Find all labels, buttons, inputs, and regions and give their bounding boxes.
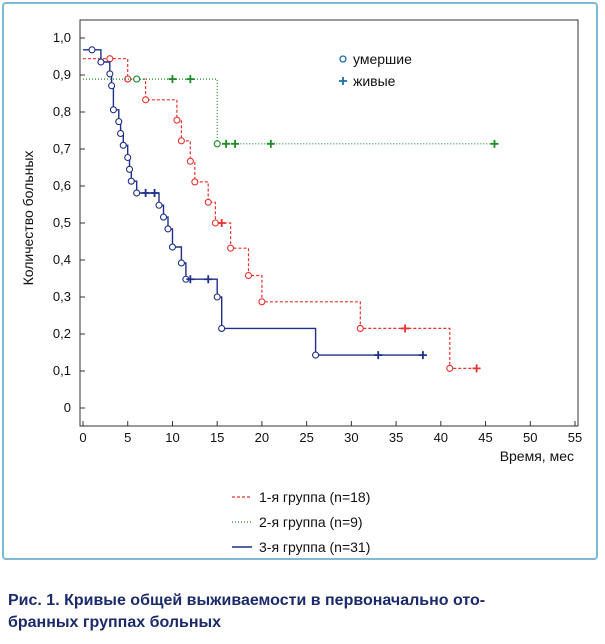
censored-point-marker — [490, 139, 499, 148]
death-point-marker — [213, 140, 221, 148]
death-point-marker — [168, 243, 177, 251]
axis-ticks: 0 5 10 15 20 25 30 35 40 45 50 55 0 0,1 0,2 0,3 0,4 0,5 0,… — [53, 30, 582, 445]
censored-point-marker — [418, 351, 427, 360]
y-tick-label: 0,6 — [53, 178, 71, 193]
x-tick-label: 5 — [124, 430, 131, 445]
death-point-marker — [119, 141, 127, 149]
death-point-marker — [211, 219, 219, 227]
censored-point-marker — [186, 75, 195, 84]
y-tick-label: 0,9 — [53, 67, 71, 82]
censored-point-marker — [141, 189, 150, 198]
death-point-marker — [109, 106, 117, 114]
series-legend: 1-я группа (n=18) 2-я группа (n=9) 3-я г… — [232, 489, 370, 555]
alive-marker-label: живые — [353, 73, 396, 89]
death-point-marker — [191, 178, 199, 186]
censored-point-marker — [150, 189, 159, 198]
death-point-marker — [258, 298, 266, 306]
y-tick-label: 0,2 — [53, 326, 71, 341]
death-point-marker — [106, 55, 114, 63]
x-tick-label: 40 — [434, 430, 448, 445]
death-point-marker — [159, 213, 168, 221]
death-point-marker — [133, 189, 141, 197]
x-tick-label: 35 — [389, 430, 403, 445]
y-tick-label: 0,7 — [53, 141, 71, 156]
plot-area — [79, 19, 579, 427]
x-tick-label: 45 — [478, 430, 492, 445]
death-point-marker — [218, 324, 226, 333]
death-point-marker — [204, 198, 212, 206]
x-tick-label: 55 — [568, 430, 582, 445]
x-tick-label: 50 — [523, 430, 537, 445]
legend-label-group-1: 1-я группа (n=18) — [259, 489, 370, 505]
death-point-marker — [115, 118, 123, 126]
x-tick-label: 0 — [79, 430, 86, 445]
y-tick-label: 0,8 — [53, 104, 71, 119]
x-tick-label: 20 — [255, 430, 269, 445]
censored-point-marker — [168, 75, 177, 84]
marker-legend: умершие живые — [339, 51, 412, 89]
censored-point-marker — [472, 364, 481, 373]
censored-point-marker — [231, 139, 240, 148]
death-point-marker — [124, 75, 132, 83]
censored-point-marker — [222, 139, 231, 148]
dead-marker-icon — [339, 55, 347, 63]
caption-line-1: Рис. 1. Кривые общей выживаемости в перв… — [8, 592, 486, 609]
death-point-marker — [177, 259, 185, 267]
censored-point-marker — [217, 219, 226, 227]
death-point-marker — [177, 137, 185, 145]
survival-curves — [83, 46, 499, 373]
death-point-marker — [164, 225, 172, 233]
x-tick-label: 10 — [165, 430, 179, 445]
death-point-marker — [312, 351, 320, 359]
curve-group-2 — [83, 75, 499, 148]
death-point-marker — [186, 157, 194, 165]
death-point-marker — [155, 201, 163, 209]
death-point-marker — [356, 324, 364, 333]
death-point-marker — [133, 75, 141, 83]
death-point-marker — [446, 364, 454, 372]
x-tick-label: 30 — [344, 430, 358, 445]
legend-label-group-3: 3-я группа (n=31) — [259, 539, 370, 555]
death-point-marker — [173, 116, 181, 124]
y-tick-label: 0 — [64, 400, 71, 415]
death-point-marker — [142, 96, 150, 104]
y-tick-label: 1,0 — [53, 30, 71, 45]
curve-group-3 — [83, 46, 427, 360]
y-tick-label: 0,3 — [53, 289, 71, 304]
survival-line-group-1 — [83, 58, 477, 369]
censored-point-marker — [266, 139, 275, 148]
death-point-marker — [125, 165, 134, 173]
chart-frame — [2, 2, 598, 560]
y-tick-label: 0,5 — [53, 215, 71, 230]
y-axis-label: Количество больных — [20, 151, 36, 286]
x-tick-label: 25 — [299, 430, 313, 445]
dead-marker-label: умершие — [353, 51, 412, 67]
death-point-marker — [244, 271, 253, 280]
figure-caption: Рис. 1. Кривые общей выживаемости в перв… — [8, 590, 598, 634]
censored-point-marker — [401, 324, 410, 333]
censored-point-marker — [374, 351, 383, 360]
x-tick-label: 15 — [210, 430, 224, 445]
alive-marker-icon — [339, 77, 347, 85]
censored-point-marker — [204, 275, 213, 284]
death-point-marker — [227, 244, 235, 252]
y-tick-label: 0,4 — [53, 252, 71, 267]
death-point-marker — [88, 46, 96, 54]
x-axis-label: Время, мес — [500, 448, 574, 464]
survival-line-group-3 — [83, 49, 423, 356]
death-point-marker — [124, 153, 132, 162]
death-point-marker — [106, 70, 114, 78]
death-point-marker — [97, 58, 105, 66]
death-point-marker — [117, 129, 125, 138]
censored-point-marker — [186, 275, 195, 284]
death-point-marker — [108, 82, 116, 90]
legend-label-group-2: 2-я группа (n=9) — [259, 514, 363, 530]
survival-chart: 0 5 10 15 20 25 30 35 40 45 50 55 0 0,1 0,2 0,3 0,4 0,5 0,… — [20, 19, 582, 555]
caption-line-2: бранных группах больных — [8, 614, 222, 631]
y-tick-label: 0,1 — [53, 363, 71, 378]
survival-line-group-2 — [83, 78, 495, 145]
curve-group-1 — [83, 55, 481, 373]
death-point-marker — [127, 177, 135, 185]
death-point-marker — [213, 293, 221, 301]
